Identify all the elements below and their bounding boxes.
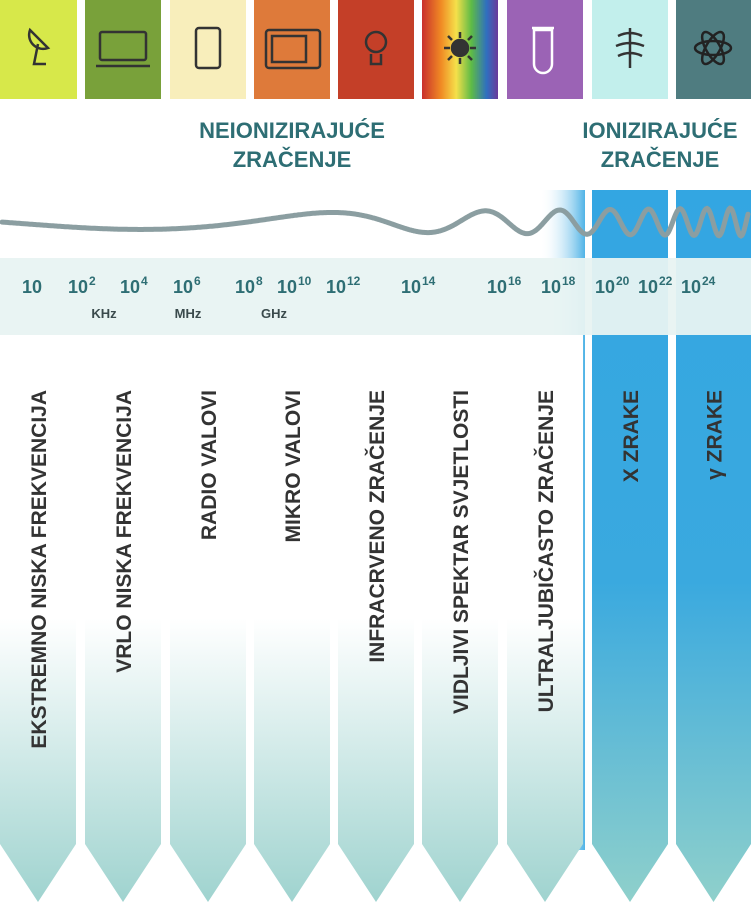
satellite-icon bbox=[27, 27, 51, 66]
band-column bbox=[170, 335, 246, 902]
frequency-label: 10 bbox=[120, 277, 140, 297]
sun-icon bbox=[450, 38, 470, 58]
band-column bbox=[507, 335, 583, 902]
frequency-label: 10 bbox=[681, 277, 701, 297]
bulb-icon bbox=[364, 30, 388, 54]
frequency-exponent: 6 bbox=[194, 274, 201, 288]
frequency-label: 10 bbox=[68, 277, 88, 297]
band-label: X ZRAKE bbox=[620, 390, 643, 482]
frequency-exponent: 2 bbox=[89, 274, 96, 288]
atom-icon bbox=[700, 30, 726, 66]
ribcage-icon bbox=[615, 28, 645, 68]
frequency-label: 10 bbox=[277, 277, 297, 297]
frequency-exponent: 16 bbox=[508, 274, 522, 288]
laptop-icon bbox=[98, 30, 148, 62]
frequency-exponent: 12 bbox=[347, 274, 361, 288]
band-label: VRLO NISKA FREKVENCIJA bbox=[113, 390, 136, 673]
bulb-icon bbox=[369, 54, 383, 66]
band-label: INFRACRVENO ZRAČENJE bbox=[365, 390, 389, 663]
frequency-exponent: 20 bbox=[616, 274, 630, 288]
band-column bbox=[85, 335, 161, 902]
band-column bbox=[422, 335, 498, 902]
frequency-band bbox=[0, 258, 751, 335]
frequency-exponent: 8 bbox=[256, 274, 263, 288]
atom-icon bbox=[700, 30, 726, 66]
unit-label: MHz bbox=[175, 306, 202, 321]
band-label: RADIO VALOVI bbox=[198, 390, 221, 540]
unit-label: GHz bbox=[261, 306, 288, 321]
sunscreen-icon bbox=[532, 26, 554, 75]
band-column bbox=[338, 335, 414, 902]
frequency-label: 10 bbox=[326, 277, 346, 297]
heading: IONIZIRAJUĆE bbox=[582, 118, 737, 143]
frequency-label: 10 bbox=[235, 277, 255, 297]
band-column bbox=[592, 190, 668, 902]
band-column bbox=[676, 190, 751, 902]
frequency-label: 10 bbox=[487, 277, 507, 297]
icon-bg bbox=[507, 0, 583, 99]
frequency-exponent: 18 bbox=[562, 274, 576, 288]
wave bbox=[0, 205, 751, 239]
icon-bg bbox=[338, 0, 414, 99]
band-label: MIKRO VALOVI bbox=[282, 390, 305, 542]
icon-bg bbox=[170, 0, 246, 99]
band-label: VIDLJIVI SPEKTAR SVJETLOSTI bbox=[450, 390, 473, 714]
microwave-icon bbox=[270, 34, 308, 64]
frequency-exponent: 24 bbox=[702, 274, 716, 288]
heading: ZRAČENJE bbox=[233, 147, 352, 172]
unit-label: KHz bbox=[91, 306, 117, 321]
atom-icon bbox=[693, 39, 733, 57]
heading: NEIONIZIRAJUĆE bbox=[199, 118, 385, 143]
tablet-icon bbox=[194, 26, 222, 70]
icon-row bbox=[0, 0, 751, 99]
frequency-exponent: 22 bbox=[659, 274, 673, 288]
band-label: EKSTREMNO NISKA FREKVENCIJA bbox=[28, 390, 51, 749]
icon-bg bbox=[85, 0, 161, 99]
frequency-label: 10 bbox=[638, 277, 658, 297]
band-column bbox=[0, 335, 76, 902]
frequency-exponent: 10 bbox=[298, 274, 312, 288]
band-column bbox=[254, 335, 330, 902]
frequency-label: 10 bbox=[401, 277, 421, 297]
microwave-icon bbox=[264, 28, 322, 70]
icon-bg bbox=[676, 0, 751, 99]
band-label: ULTRALJUBIČASTO ZRAČENJE bbox=[534, 390, 558, 712]
sun-icon bbox=[444, 32, 476, 64]
icons bbox=[27, 26, 733, 75]
heading: ZRAČENJE bbox=[601, 147, 720, 172]
frequency-label: 10 bbox=[173, 277, 193, 297]
frequency-label: 10 bbox=[541, 277, 561, 297]
band-label: γ ZRAKE bbox=[704, 390, 727, 480]
frequency-exponent: 14 bbox=[422, 274, 436, 288]
frequency-label: 10 bbox=[595, 277, 615, 297]
frequency-exponent: 4 bbox=[141, 274, 148, 288]
frequency-label: 10 bbox=[22, 277, 42, 297]
